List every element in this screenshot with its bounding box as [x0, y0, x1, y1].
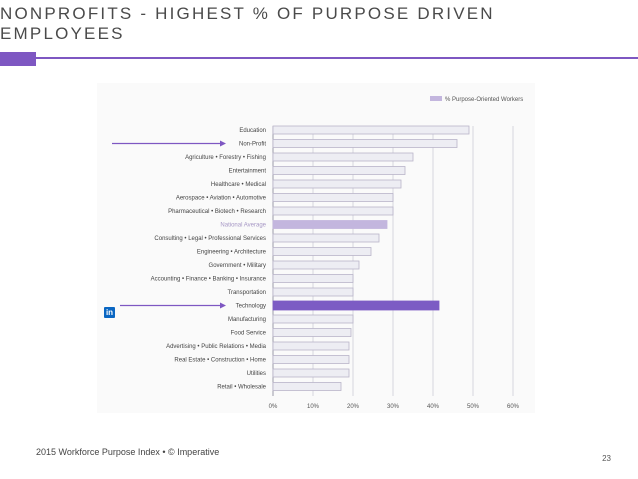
- bar: [272, 287, 354, 297]
- bar: [272, 314, 354, 324]
- bar: [272, 139, 458, 148]
- category-label: Consulting • Legal • Professional Servic…: [154, 236, 266, 242]
- accent-band: [0, 52, 638, 66]
- category-label: Transportation: [228, 290, 266, 296]
- bar: [272, 368, 350, 378]
- accent-band-block: [0, 52, 36, 66]
- bar: [272, 328, 352, 337]
- x-tick-label: 40%: [427, 404, 440, 410]
- category-label: Aerospace • Aviation • Automotive: [176, 196, 267, 202]
- x-tick-label: 60%: [507, 404, 520, 410]
- accent-band-line: [36, 57, 638, 59]
- bar: [272, 355, 350, 364]
- bar: [272, 166, 406, 175]
- x-tick-label: 50%: [467, 404, 480, 410]
- x-tick-label: 20%: [347, 404, 360, 410]
- category-label: Food Service: [231, 331, 267, 337]
- x-tick-label: 0%: [269, 404, 278, 410]
- x-tick-label: 10%: [307, 404, 320, 410]
- legend-swatch: [430, 96, 442, 101]
- bar: [272, 220, 388, 229]
- category-label: National Average: [220, 223, 266, 229]
- bar: [272, 274, 354, 283]
- category-label: Accounting • Finance • Banking • Insuran…: [151, 277, 267, 283]
- slide-title: NONPROFITS - HIGHEST % OF PURPOSE DRIVEN…: [0, 4, 495, 44]
- category-label: Utilities: [247, 371, 266, 377]
- page-number: 23: [602, 454, 611, 463]
- category-label: Retail • Wholesale: [217, 385, 266, 391]
- footer-source: 2015 Workforce Purpose Index • © Imperat…: [36, 447, 220, 457]
- annotation-arrowhead: [220, 302, 226, 309]
- bar: [272, 206, 394, 216]
- category-label: Engineering • Architecture: [197, 250, 267, 256]
- category-label: Education: [239, 128, 266, 134]
- bar: [272, 125, 470, 135]
- bar: [272, 233, 380, 243]
- category-label: Government • Military: [209, 263, 266, 269]
- legend-label: % Purpose-Oriented Workers: [445, 97, 523, 103]
- linkedin-icon: in: [104, 307, 115, 318]
- category-label: Manufacturing: [228, 317, 266, 323]
- bar: [272, 382, 342, 391]
- category-label: Technology: [236, 304, 266, 310]
- category-label: Healthcare • Medical: [211, 182, 266, 188]
- category-label: Real Estate • Construction • Home: [174, 358, 266, 364]
- bar: [272, 260, 360, 270]
- bar: [272, 341, 350, 351]
- x-tick-label: 30%: [387, 404, 400, 410]
- bar: [272, 179, 402, 189]
- bar: [272, 193, 394, 202]
- category-label: Entertainment: [229, 169, 267, 175]
- bar: [272, 152, 414, 162]
- category-label: Agriculture • Forestry • Fishing: [185, 155, 266, 161]
- slide-title-line-1: NONPROFITS - HIGHEST % OF PURPOSE DRIVEN: [0, 4, 495, 23]
- annotation-arrowhead: [220, 140, 226, 147]
- slide-title-line-2: EMPLOYEES: [0, 24, 125, 43]
- category-label: Pharmaceutical • Biotech • Research: [168, 209, 266, 215]
- bar: [272, 247, 372, 256]
- bar: [272, 300, 440, 311]
- category-label: Non-Profit: [239, 142, 266, 148]
- category-label: Advertising • Public Relations • Media: [166, 344, 267, 350]
